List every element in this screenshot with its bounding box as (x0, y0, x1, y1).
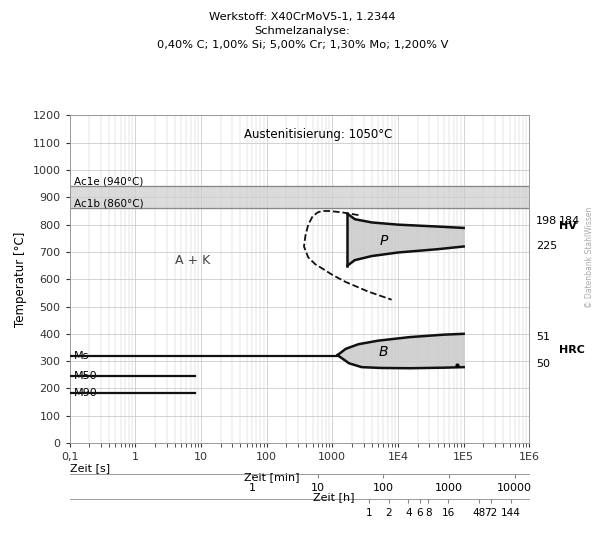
Y-axis label: Temperatur [°C]: Temperatur [°C] (14, 231, 27, 327)
Text: 225: 225 (536, 242, 558, 251)
Text: Ac1b (860°C): Ac1b (860°C) (74, 198, 144, 208)
Text: Ms: Ms (74, 351, 90, 361)
Text: 0,40% C; 1,00% Si; 5,00% Cr; 1,30% Mo; 1,200% V: 0,40% C; 1,00% Si; 5,00% Cr; 1,30% Mo; 1… (157, 40, 448, 50)
Text: Ac1e (940°C): Ac1e (940°C) (74, 177, 143, 186)
Text: HRC: HRC (559, 345, 585, 355)
Text: 51: 51 (536, 332, 551, 342)
Text: Zeit [s]: Zeit [s] (70, 463, 110, 473)
Text: M50: M50 (74, 371, 98, 381)
Text: Schmelzanalyse:: Schmelzanalyse: (255, 26, 350, 36)
Polygon shape (347, 214, 463, 266)
Text: HV: HV (559, 221, 577, 231)
Text: 184: 184 (559, 216, 581, 226)
Text: Zeit [h]: Zeit [h] (313, 492, 355, 502)
Polygon shape (338, 334, 463, 368)
Bar (70, 186, 529, 208)
Text: Zeit [min]: Zeit [min] (244, 473, 300, 483)
Text: M90: M90 (74, 388, 98, 397)
Text: © Datenbank StahlWissen: © Datenbank StahlWissen (586, 207, 594, 308)
Text: 50: 50 (536, 359, 551, 369)
Text: B: B (379, 345, 388, 359)
Text: A + K: A + K (175, 253, 210, 267)
Text: P: P (379, 234, 388, 248)
Text: 198: 198 (536, 216, 558, 226)
Text: Werkstoff: X40CrMoV5-1, 1.2344: Werkstoff: X40CrMoV5-1, 1.2344 (209, 12, 396, 22)
Text: Austenitisierung: 1050°C: Austenitisierung: 1050°C (244, 128, 392, 141)
